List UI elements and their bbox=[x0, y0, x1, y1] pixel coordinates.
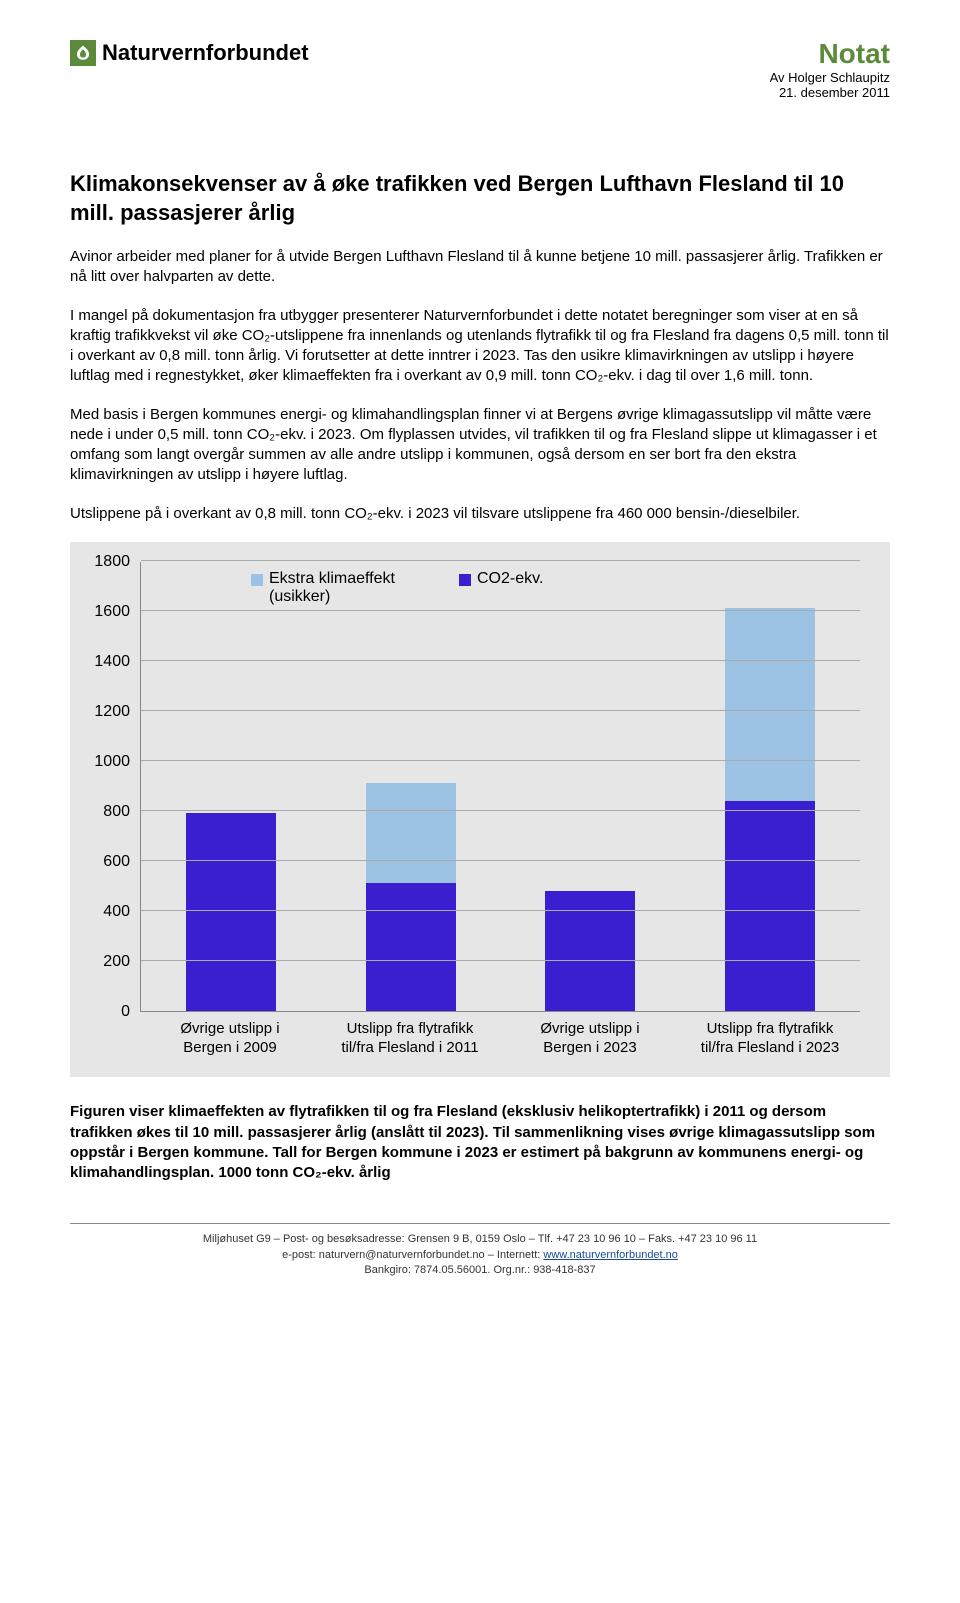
bar-segment-extra bbox=[366, 783, 456, 883]
gridline bbox=[141, 810, 860, 811]
footer-divider bbox=[70, 1223, 890, 1224]
page-footer: Miljøhuset G9 – Post- og besøksadresse: … bbox=[70, 1232, 890, 1278]
bar-group bbox=[545, 891, 635, 1011]
gridline bbox=[141, 910, 860, 911]
footer-line-2: e-post: naturvern@naturvernforbundet.no … bbox=[70, 1248, 890, 1263]
leaf-icon bbox=[70, 40, 96, 66]
bar-segment-co2 bbox=[366, 883, 456, 1011]
chart-x-labels: Øvrige utslipp i Bergen i 2009 Utslipp fr… bbox=[140, 1020, 860, 1058]
footer-line-1: Miljøhuset G9 – Post- og besøksadresse: … bbox=[70, 1232, 890, 1247]
emissions-chart: 180016001400120010008006004002000 Ekstra… bbox=[70, 542, 890, 1078]
chart-plot-area: Ekstra klimaeffekt (usikker)CO2-ekv. bbox=[140, 562, 860, 1012]
x-tick-label: Øvrige utslipp i Bergen i 2009 bbox=[155, 1020, 305, 1058]
gridline bbox=[141, 960, 860, 961]
bar-segment-co2 bbox=[186, 813, 276, 1011]
gridline bbox=[141, 660, 860, 661]
org-logo: Naturvernforbundet bbox=[70, 40, 309, 66]
gridline bbox=[141, 560, 860, 561]
paragraph-1: Avinor arbeider med planer for å utvide … bbox=[70, 247, 890, 288]
header-meta: Notat Av Holger Schlaupitz 21. desember … bbox=[770, 40, 890, 100]
chart-bars bbox=[141, 562, 860, 1011]
paragraph-2: I mangel på dokumentasjon fra utbygger p… bbox=[70, 306, 890, 387]
page-header: Naturvernforbundet Notat Av Holger Schla… bbox=[70, 40, 890, 100]
bar-segment-co2 bbox=[725, 801, 815, 1011]
bar-group bbox=[186, 813, 276, 1011]
bar-segment-co2 bbox=[545, 891, 635, 1011]
gridline bbox=[141, 860, 860, 861]
date-line: 21. desember 2011 bbox=[770, 85, 890, 100]
bar-group bbox=[366, 783, 456, 1011]
gridline bbox=[141, 710, 860, 711]
footer-line-3: Bankgiro: 7874.05.56001. Org.nr.: 938-41… bbox=[70, 1263, 890, 1278]
x-tick-label: Øvrige utslipp i Bergen i 2023 bbox=[515, 1020, 665, 1058]
x-tick-label: Utslipp fra flytrafikk til/fra Flesland … bbox=[335, 1020, 485, 1058]
notat-label: Notat bbox=[770, 40, 890, 68]
bar-segment-extra bbox=[725, 608, 815, 801]
chart-caption: Figuren viser klimaeffekten av flytrafik… bbox=[70, 1102, 890, 1183]
author-line: Av Holger Schlaupitz bbox=[770, 70, 890, 85]
footer-link[interactable]: www.naturvernforbundet.no bbox=[543, 1249, 678, 1261]
gridline bbox=[141, 760, 860, 761]
org-name: Naturvernforbundet bbox=[102, 40, 309, 66]
paragraph-4: Utslippene på i overkant av 0,8 mill. to… bbox=[70, 504, 890, 524]
gridline bbox=[141, 610, 860, 611]
x-tick-label: Utslipp fra flytrafikk til/fra Flesland … bbox=[695, 1020, 845, 1058]
document-title: Klimakonsekvenser av å øke trafikken ved… bbox=[70, 170, 890, 227]
chart-y-axis: 180016001400120010008006004002000 bbox=[80, 562, 140, 1012]
paragraph-3: Med basis i Bergen kommunes energi- og k… bbox=[70, 405, 890, 486]
